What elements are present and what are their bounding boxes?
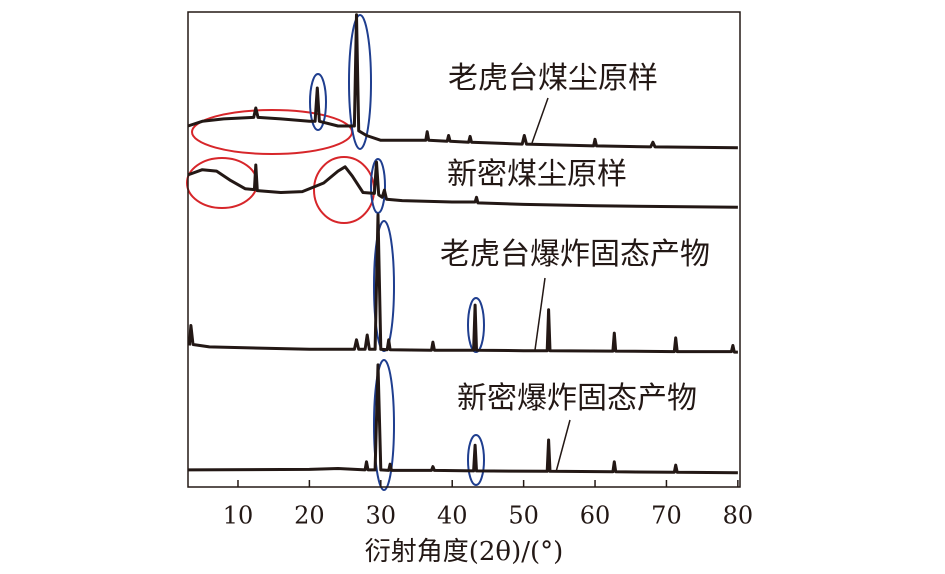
highlight-ellipse xyxy=(370,158,386,214)
xrd-trace xyxy=(187,213,738,354)
x-tick-label: 80 xyxy=(723,502,754,530)
highlight-ellipse xyxy=(467,297,485,353)
x-tick-label: 60 xyxy=(580,502,611,530)
x-tick-label: 30 xyxy=(366,502,397,530)
x-tick-label: 70 xyxy=(651,502,682,530)
x-tick-label: 20 xyxy=(294,502,325,530)
xrd-trace xyxy=(187,363,738,475)
highlight-ellipse xyxy=(191,109,353,155)
leader-line xyxy=(531,97,549,144)
plot-frame xyxy=(187,11,741,488)
x-tick-label: 10 xyxy=(223,502,254,530)
series-label: 新密爆炸固态产物 xyxy=(457,381,697,416)
leaders xyxy=(531,97,571,473)
leader-line xyxy=(555,419,571,473)
annotations xyxy=(186,14,485,491)
x-tick-label: 50 xyxy=(508,502,539,530)
x-axis-label: 衍射角度(2θ)/(°) xyxy=(365,537,564,567)
highlight-ellipse xyxy=(373,359,395,491)
highlight-ellipse xyxy=(348,14,372,150)
xrd-trace xyxy=(187,13,738,150)
x-tick-label: 40 xyxy=(437,502,468,530)
highlight-ellipse xyxy=(186,157,258,209)
series-label: 新密煤尘原样 xyxy=(447,157,627,192)
series-label: 老虎台煤尘原样 xyxy=(448,61,658,96)
highlight-ellipse xyxy=(467,434,485,486)
highlight-ellipse xyxy=(309,73,327,131)
series-label: 老虎台爆炸固态产物 xyxy=(440,237,710,272)
xrd-trace xyxy=(187,160,738,209)
leader-line xyxy=(534,277,546,351)
